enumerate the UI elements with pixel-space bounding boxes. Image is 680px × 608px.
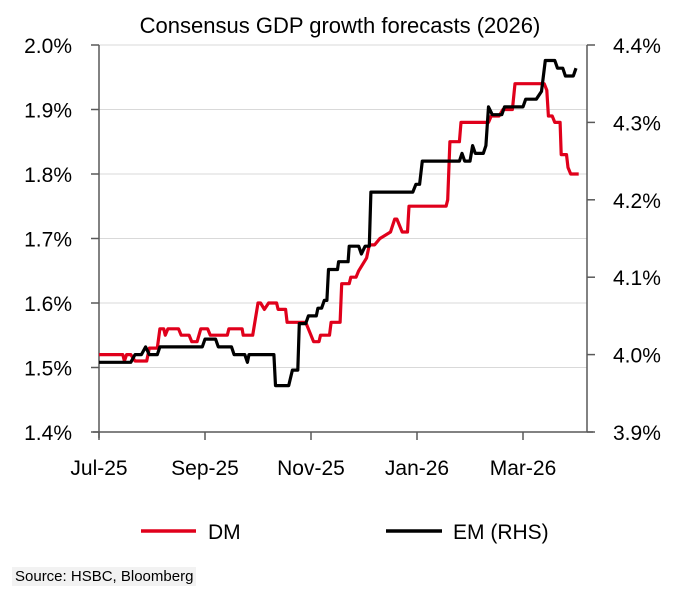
right-tick-label: 4.3% [613, 112, 661, 135]
x-tick-label: Nov-25 [277, 457, 345, 480]
left-tick-label: 1.4% [24, 422, 72, 445]
source-note: Source: HSBC, Bloomberg [12, 567, 197, 586]
series-line-dm [99, 82, 579, 363]
left-tick-label: 1.7% [24, 229, 72, 252]
series-line-em-rhs [99, 58, 578, 388]
legend-label: DM [208, 521, 241, 544]
left-tick-label: 1.9% [24, 100, 72, 123]
x-axis-ticks: Jul-25 Sep-25 Nov-25 Jan-26 Mar-26 [70, 432, 556, 480]
x-tick-label: Jan-26 [385, 457, 449, 480]
right-tick-label: 3.9% [613, 422, 661, 445]
legend: DM EM (RHS) [141, 521, 549, 544]
right-tick-label: 4.4% [613, 35, 661, 58]
left-tick-label: 1.5% [24, 358, 72, 381]
x-tick-label: Mar-26 [490, 457, 557, 480]
right-axis-ticks: 3.9% 4.0% 4.1% 4.2% 4.3% 4.4% [587, 35, 661, 445]
left-tick-label: 2.0% [24, 35, 72, 58]
x-tick-label: Sep-25 [171, 457, 239, 480]
left-axis-ticks: 1.4% 1.5% 1.6% 1.7% 1.8% 1.9% 2.0% [24, 35, 99, 445]
legend-label: EM (RHS) [453, 521, 549, 544]
left-tick-label: 1.8% [24, 164, 72, 187]
right-tick-label: 4.2% [613, 190, 661, 213]
axes [93, 45, 593, 438]
series-lines [99, 58, 579, 388]
chart-title: Consensus GDP growth forecasts (2026) [140, 13, 541, 38]
gridlines [99, 44, 587, 368]
right-tick-label: 4.0% [613, 345, 661, 368]
x-tick-label: Jul-25 [70, 457, 127, 480]
right-tick-label: 4.1% [613, 267, 661, 290]
left-tick-label: 1.6% [24, 293, 72, 316]
